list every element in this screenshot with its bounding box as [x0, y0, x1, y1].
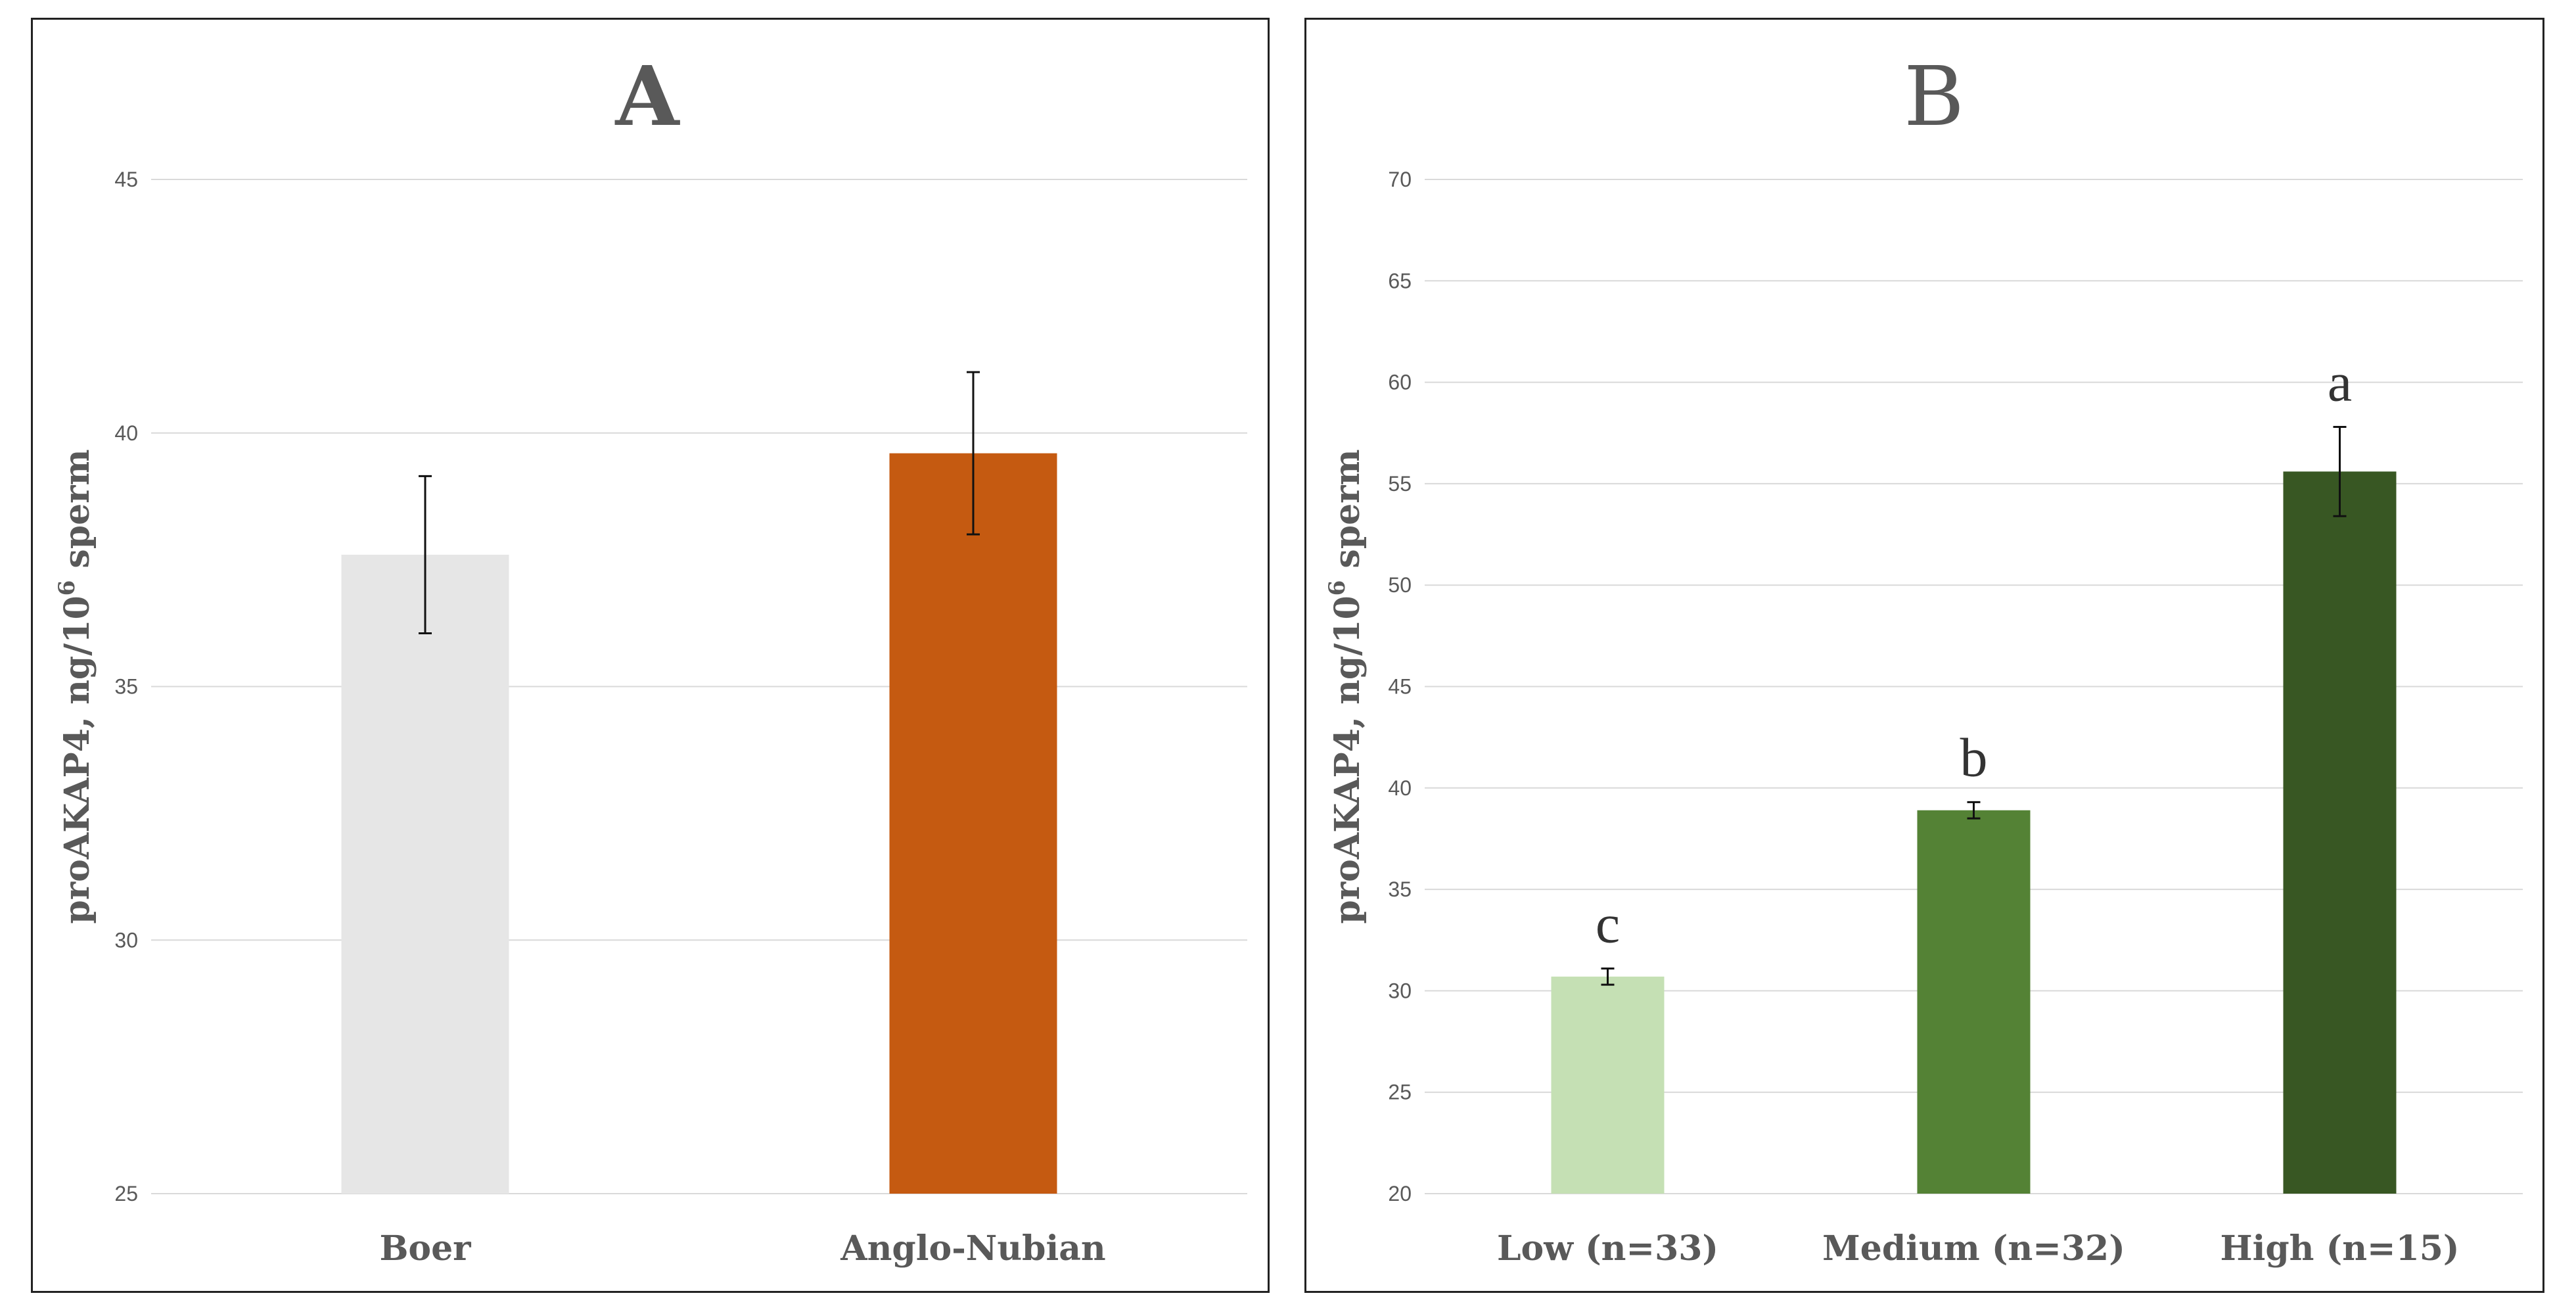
y-tick-label: 65: [1388, 269, 1412, 292]
chart-a-svg: A 25 30 35 40 45 proAKAP4, ng/106 sperm Boer Ang…: [54, 49, 1247, 1269]
y-tick-label: 70: [1388, 168, 1412, 191]
y-axis-label-superscript: 6: [54, 580, 80, 596]
y-tick-label: 35: [1388, 877, 1412, 901]
y-tick-label: 30: [114, 928, 138, 952]
y-tick-label: 45: [1388, 675, 1412, 699]
y-axis-label-superscript: 6: [1324, 580, 1350, 596]
y-tick-label: 40: [1388, 776, 1412, 800]
chart-panel-b: B 20 25 30 35 40 45 50 55 60 65 70 proAKAP4, ng/106 …: [1304, 18, 2544, 1293]
y-tick-label: 55: [1388, 472, 1412, 496]
x-category-label: High (n=15): [2220, 1228, 2459, 1269]
bar-high-n-15: [2283, 471, 2397, 1194]
y-tick-label: 30: [1388, 979, 1412, 1002]
chart-title: A: [615, 49, 681, 145]
y-axis-label: proAKAP4, ng/106 sperm: [1324, 449, 1368, 923]
y-axis-label-suffix: sperm: [57, 449, 97, 580]
bar-anglo-nubian: [889, 453, 1057, 1194]
chart-title: B: [1904, 49, 1964, 145]
x-category-label: Anglo-Nubian: [840, 1228, 1105, 1269]
y-axis-label: proAKAP4, ng/106 sperm: [54, 449, 97, 923]
significance-letter: c: [1596, 893, 1620, 954]
bar-low-n-33: [1551, 976, 1665, 1194]
y-tick-label: 45: [114, 168, 138, 191]
bar-boer: [341, 554, 509, 1194]
y-tick-label: 25: [114, 1182, 138, 1205]
chart-b-svg: B 20 25 30 35 40 45 50 55 60 65 70 proAKAP4, ng/106 …: [1324, 49, 2523, 1269]
chart-panel-a: A 25 30 35 40 45 proAKAP4, ng/106 sperm Boer Ang…: [31, 18, 1270, 1293]
significance-letter: a: [2328, 352, 2352, 413]
y-axis-label-suffix: sperm: [1327, 449, 1368, 580]
y-tick-label: 40: [114, 421, 138, 445]
bar-medium-n-32: [1917, 810, 2031, 1194]
y-axis-label-main: proAKAP4, ng/10: [1327, 596, 1368, 923]
y-tick-label: 50: [1388, 573, 1412, 597]
y-tick-label: 60: [1388, 371, 1412, 394]
significance-letter: b: [1960, 727, 1988, 788]
x-category-label: Low (n=33): [1497, 1228, 1718, 1269]
y-tick-label: 25: [1388, 1081, 1412, 1104]
y-tick-label: 20: [1388, 1182, 1412, 1205]
x-category-label: Medium (n=32): [1822, 1228, 2125, 1269]
x-category-label: Boer: [379, 1228, 471, 1269]
y-axis-label-main: proAKAP4, ng/10: [57, 596, 97, 923]
y-tick-label: 35: [114, 675, 138, 699]
